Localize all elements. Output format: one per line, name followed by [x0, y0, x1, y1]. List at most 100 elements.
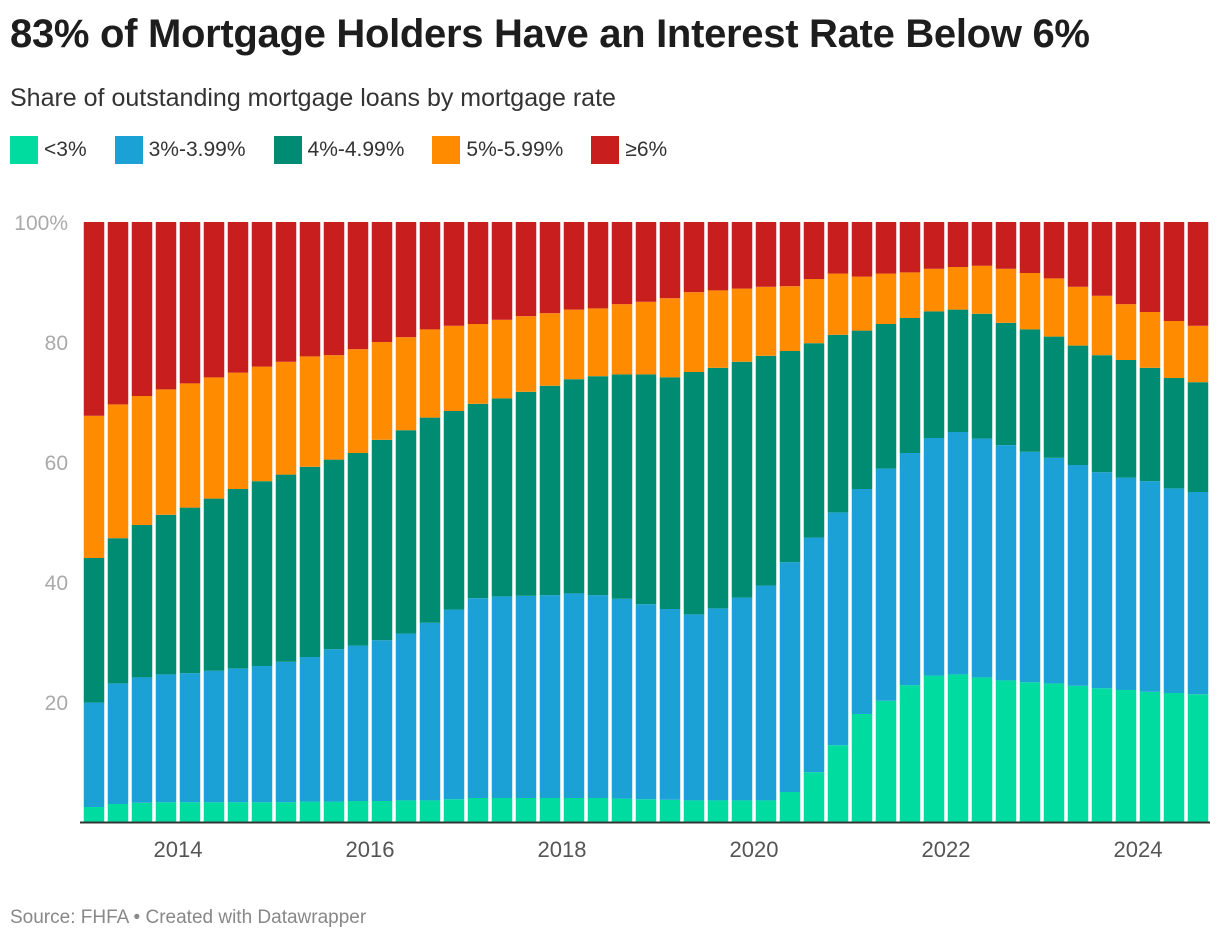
- bar-segment: [1043, 222, 1065, 279]
- legend: <3% 3%-3.99% 4%-4.99% 5%-5.99% ≥6%: [10, 136, 695, 164]
- bar-segment: [995, 322, 1017, 446]
- bar-segment: [275, 361, 297, 475]
- bar-segment: [539, 595, 561, 798]
- bar-segment: [803, 222, 825, 279]
- bar-segment: [443, 799, 465, 822]
- bar-segment: [83, 415, 105, 558]
- bar-segment: [107, 683, 129, 804]
- legend-item-lt3: <3%: [10, 136, 87, 164]
- bar-segment: [515, 222, 537, 317]
- y-tick-label: 60: [45, 452, 68, 475]
- bar-segment: [1091, 355, 1113, 473]
- bar-segment: [971, 265, 993, 314]
- bar-segment: [203, 802, 225, 822]
- bar-segment: [323, 459, 345, 650]
- bar-segment: [371, 222, 393, 342]
- bar-segment: [827, 334, 849, 513]
- bar-segment: [467, 798, 489, 822]
- bar-segment: [1091, 688, 1113, 822]
- bar-segment: [1091, 472, 1113, 689]
- x-tick-label: 2022: [922, 837, 971, 862]
- bar-segment: [251, 666, 273, 803]
- y-tick-label: 40: [45, 572, 68, 595]
- y-tick-label: 100%: [14, 212, 68, 235]
- bar-segment: [779, 792, 801, 822]
- bar-segment: [395, 222, 417, 338]
- bar-segment: [419, 329, 441, 418]
- bar-segment: [1115, 690, 1137, 822]
- bar-segment: [371, 640, 393, 801]
- bar-segment: [947, 674, 969, 822]
- bar-segment: [299, 222, 321, 357]
- bar-segment: [131, 396, 153, 525]
- bar-segment: [1019, 451, 1041, 683]
- bar-segment: [275, 474, 297, 662]
- bar-segment: [827, 222, 849, 274]
- bar-segment: [683, 800, 705, 822]
- legend-swatch-5-5.99: [432, 136, 461, 164]
- bar-segment: [731, 597, 753, 801]
- bar-segment: [395, 800, 417, 822]
- bar-segment: [971, 677, 993, 822]
- bar-segment: [1187, 382, 1209, 492]
- bar-segment: [227, 222, 249, 373]
- bar-segment: [203, 498, 225, 671]
- bar-segment: [275, 222, 297, 362]
- bar-segment: [923, 222, 945, 269]
- bar-segment: [659, 298, 681, 378]
- bar-segment: [1043, 278, 1065, 337]
- bar-segment: [1163, 488, 1185, 693]
- bar-segment: [1067, 465, 1089, 686]
- bar-segment: [1139, 222, 1161, 312]
- bar-segment: [371, 801, 393, 822]
- bar-segment: [83, 558, 105, 703]
- x-tick-label: 2016: [346, 837, 395, 862]
- legend-label-gte6: ≥6%: [625, 138, 668, 161]
- bar-segment: [683, 222, 705, 293]
- bar-segment: [491, 319, 513, 399]
- bar-segment: [779, 351, 801, 563]
- bar-segment: [971, 438, 993, 678]
- y-tick-label: 80: [45, 332, 68, 355]
- bar-segment: [299, 356, 321, 467]
- bar-segment: [563, 798, 585, 822]
- bar-segment: [491, 222, 513, 320]
- bar-segment: [635, 604, 657, 800]
- bar-segment: [179, 383, 201, 508]
- bar-segment: [1139, 481, 1161, 692]
- bar-segment: [851, 714, 873, 822]
- bar-segment: [275, 661, 297, 803]
- bar-segment: [803, 279, 825, 344]
- bar-segment: [395, 337, 417, 431]
- bar-segment: [587, 595, 609, 798]
- bar-segment: [539, 313, 561, 386]
- bar-segment: [707, 290, 729, 368]
- bar-segment: [875, 468, 897, 701]
- bar-segment: [515, 595, 537, 798]
- bar-segment: [707, 367, 729, 609]
- bar-segment: [443, 609, 465, 800]
- bar-segment: [563, 593, 585, 798]
- bar-segment: [971, 222, 993, 266]
- bar-segment: [395, 633, 417, 801]
- bar-segment: [851, 222, 873, 277]
- bar-segment: [419, 800, 441, 822]
- bar-segment: [779, 562, 801, 792]
- bar-segment: [371, 342, 393, 440]
- bar-segment: [731, 361, 753, 598]
- bar-segment: [1187, 492, 1209, 695]
- bar-segment: [491, 798, 513, 822]
- source-footer: Source: FHFA • Created with Datawrapper: [10, 907, 367, 928]
- bar-segment: [755, 800, 777, 822]
- bar-segment: [947, 309, 969, 432]
- bar-segment: [1067, 286, 1089, 346]
- bar-segment: [227, 489, 249, 669]
- bar-segment: [443, 411, 465, 610]
- bar-segment: [731, 800, 753, 822]
- bar-segment: [1091, 295, 1113, 356]
- y-tick-label: 20: [45, 692, 68, 715]
- bar-segment: [635, 374, 657, 605]
- bar-segment: [467, 598, 489, 798]
- bar-segment: [611, 222, 633, 305]
- bar-segment: [371, 439, 393, 641]
